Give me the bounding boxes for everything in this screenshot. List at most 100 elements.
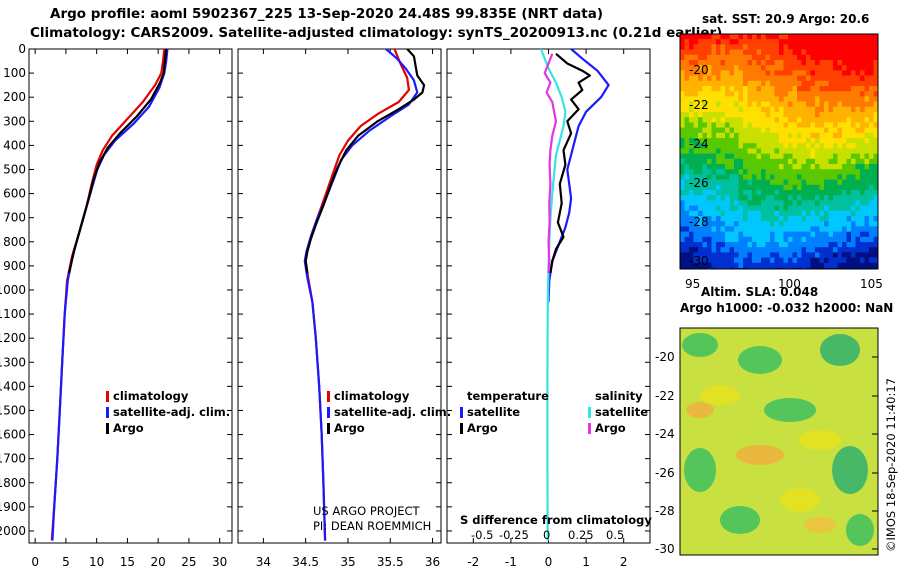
sst-cell	[851, 101, 856, 108]
sst-cell	[810, 101, 816, 108]
sst-cell	[810, 164, 816, 170]
sst-cell	[855, 242, 861, 248]
sst-cell	[873, 70, 879, 76]
sst-cell	[707, 231, 712, 238]
sst-cell	[770, 262, 775, 269]
x-tick-label: 34	[256, 555, 271, 569]
sst-cell	[680, 252, 685, 258]
sst-cell	[864, 138, 870, 144]
sst-cell	[797, 242, 802, 248]
sst-cell	[828, 44, 834, 50]
sst-cell	[819, 184, 825, 191]
sst-cell	[680, 236, 685, 243]
sst-cell	[851, 117, 856, 123]
sst-cell	[864, 169, 870, 175]
sst-cell	[716, 54, 721, 61]
sst-cell	[752, 242, 757, 248]
sst-cell	[711, 210, 717, 217]
sst-cell	[756, 158, 762, 165]
sst-cell	[680, 80, 685, 87]
temperature-panel-series	[50, 49, 169, 541]
sst-cell	[779, 60, 784, 66]
sst-cell	[752, 65, 757, 71]
sst-cell	[774, 174, 780, 180]
sst-cell	[770, 221, 775, 227]
legend-label-climatology: climatology	[113, 389, 189, 403]
sst-cell	[828, 127, 834, 134]
sst-cell	[707, 195, 712, 201]
sst-cell	[797, 117, 802, 123]
sst-cell	[684, 158, 690, 165]
sst-cell	[873, 164, 879, 170]
sst-cell	[698, 164, 703, 170]
sst-cell	[779, 236, 784, 243]
sst-cell	[806, 122, 811, 128]
sst-cell	[837, 112, 843, 118]
sst-cell	[707, 190, 712, 196]
sst-cell	[747, 106, 753, 113]
sst-cell	[837, 262, 843, 269]
sst-cell	[693, 174, 699, 180]
sst-cell	[734, 164, 739, 170]
sst-cell	[684, 132, 690, 139]
sst-cell	[761, 226, 766, 232]
sst-cell	[869, 106, 874, 113]
sst-cell	[756, 44, 762, 50]
salinity-panel-series	[303, 49, 426, 541]
legend-marker-argo	[327, 423, 330, 434]
sst-cell	[702, 169, 708, 175]
sst-cell	[855, 221, 861, 227]
sst-cell	[738, 231, 744, 238]
sst-cell	[774, 127, 780, 134]
sst-cell	[833, 242, 838, 248]
sst-cell	[747, 96, 753, 102]
sst-cell	[779, 200, 784, 206]
sst-cell	[851, 210, 856, 217]
sst-cell	[689, 138, 694, 144]
sst-cell	[846, 75, 852, 82]
depth-tick-label: 1200	[0, 331, 26, 345]
sst-cell	[869, 122, 874, 128]
sst-cell	[725, 148, 730, 154]
sst-cell	[801, 221, 807, 227]
sst-cell	[860, 252, 865, 258]
sst-cell	[756, 101, 762, 108]
sst-cell	[765, 65, 771, 71]
sst-cell	[689, 257, 694, 264]
sst-cell	[698, 117, 703, 123]
sst-cell	[738, 106, 744, 113]
sst-cell	[770, 247, 775, 253]
sst-cell	[684, 80, 690, 87]
sst-cell	[783, 86, 789, 92]
sst-cell	[846, 106, 852, 113]
sst-cell	[860, 247, 865, 253]
sst-cell	[702, 106, 708, 113]
sst-cell	[765, 195, 771, 201]
sst-cell	[855, 190, 861, 196]
sst-cell	[869, 216, 874, 222]
sst-cell	[747, 91, 753, 97]
sst-cell	[815, 226, 820, 232]
sst-cell	[855, 132, 861, 139]
sst-cell	[693, 164, 699, 170]
sst-cell	[702, 122, 708, 128]
sst-cell	[711, 252, 717, 258]
sst-cell	[810, 127, 816, 134]
sst-cell	[684, 195, 690, 201]
sst-cell	[783, 174, 789, 180]
sst-cell	[860, 60, 865, 66]
sst-cell	[765, 101, 771, 108]
sst-cell	[828, 101, 834, 108]
sst-cell	[743, 174, 748, 180]
sst-cell	[689, 44, 694, 50]
sst-cell	[806, 54, 811, 61]
sst-cell	[869, 39, 874, 45]
sst-cell	[711, 49, 717, 56]
sst-cell	[783, 54, 789, 61]
sst-cell	[729, 96, 735, 102]
sst-cell	[792, 132, 798, 139]
sst-cell	[761, 164, 766, 170]
sst-cell	[720, 153, 726, 160]
sst-cell	[725, 127, 730, 134]
sst-cell	[810, 210, 816, 217]
